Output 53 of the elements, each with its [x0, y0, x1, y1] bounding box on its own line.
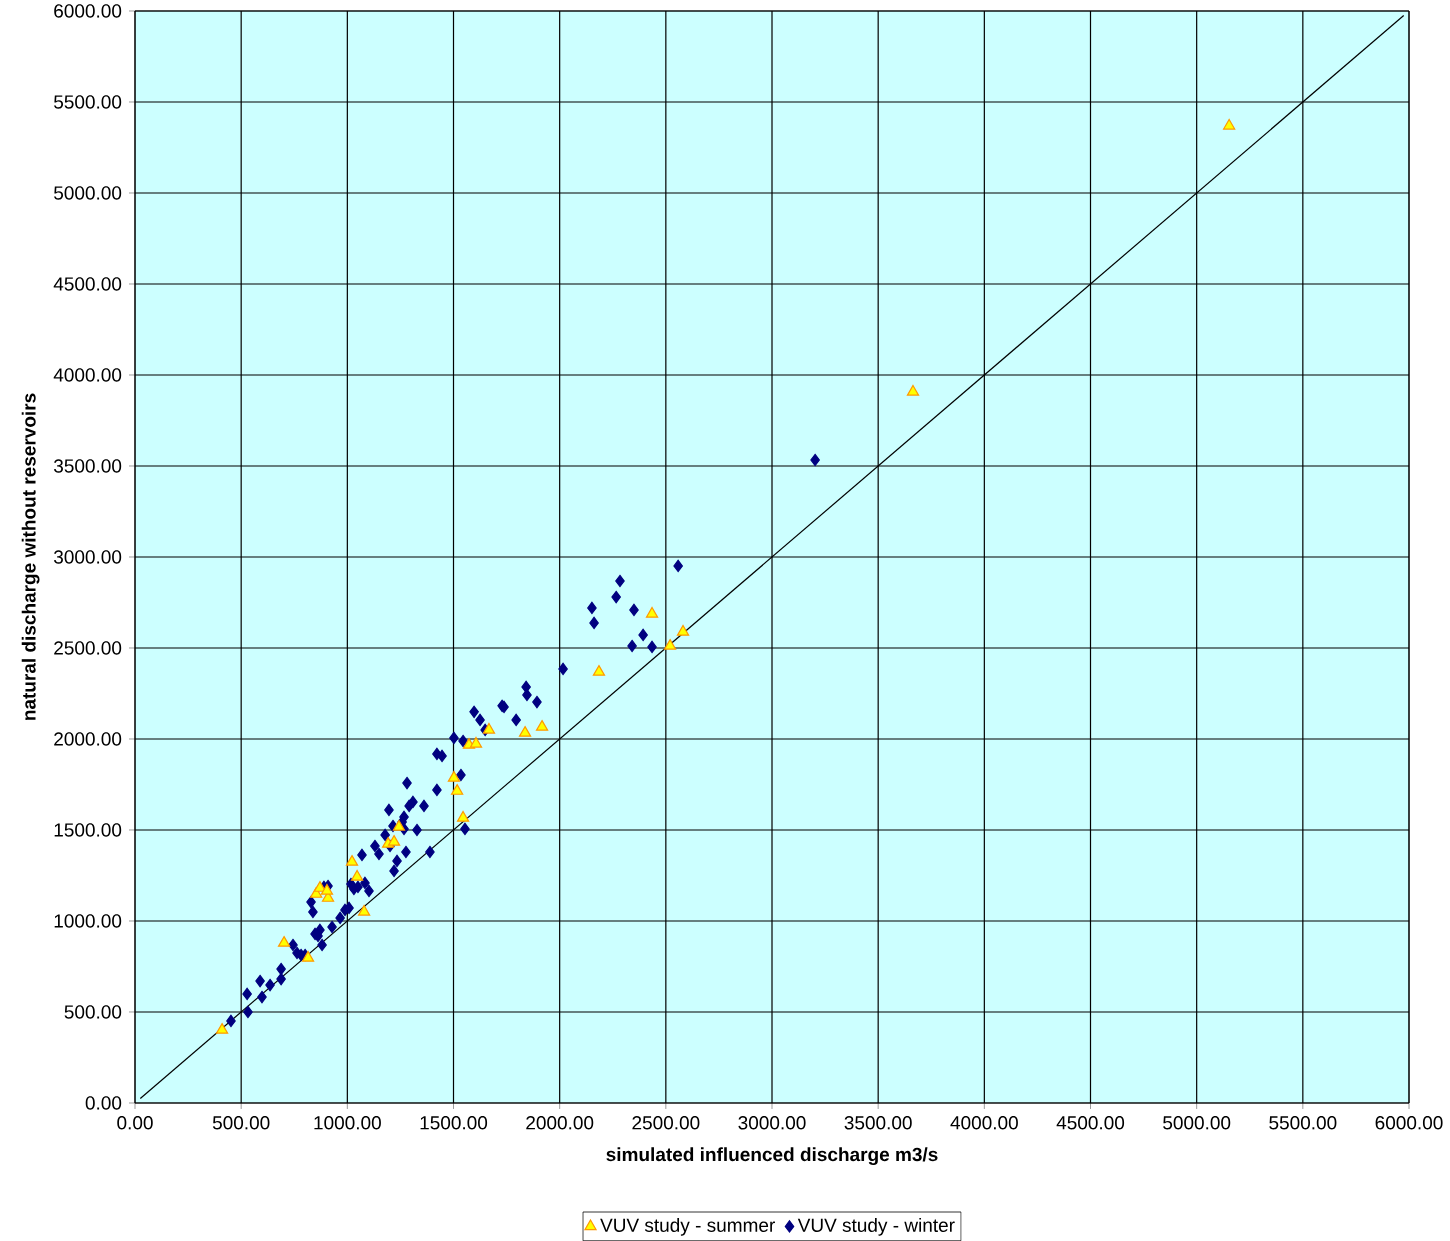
y-tick-label: 1000.00 — [54, 914, 122, 928]
x-tick-label: 3000.00 — [738, 1116, 806, 1130]
point — [313, 881, 327, 892]
point — [345, 855, 359, 866]
x-tick-label: 4000.00 — [950, 1116, 1018, 1130]
point — [676, 624, 690, 636]
x-tick-label: 1000.00 — [314, 1116, 381, 1130]
point — [456, 810, 470, 822]
y-tick-label: 5500.00 — [54, 95, 122, 109]
legend-label: VUV study - summer — [600, 1218, 775, 1236]
y-tick-label: 2000.00 — [54, 732, 122, 746]
x-tick-label: 3500.00 — [844, 1116, 912, 1130]
x-tick-label: 5500.00 — [1269, 1116, 1337, 1130]
point — [450, 784, 464, 795]
x-tick-label: 0.00 — [117, 1116, 153, 1130]
point — [482, 722, 496, 734]
y-tick-label: 3500.00 — [53, 459, 122, 473]
x-tick-label: 2000.00 — [526, 1116, 594, 1130]
point — [301, 950, 315, 962]
y-tick-label: 3000.00 — [53, 550, 122, 564]
point — [469, 736, 483, 748]
x-tick-label: 500.00 — [212, 1116, 270, 1130]
y-tick-label: 2500.00 — [54, 641, 122, 655]
x-tick-label: 4500.00 — [1056, 1116, 1125, 1130]
y-tick-label: 500.00 — [64, 1005, 122, 1019]
point — [518, 725, 532, 737]
point — [447, 770, 461, 782]
point — [645, 606, 659, 618]
point — [277, 936, 291, 947]
point — [535, 719, 549, 731]
point — [350, 869, 364, 881]
x-tick-label: 6000.00 — [1375, 1116, 1443, 1130]
y-tick-label: 1500.00 — [54, 823, 122, 837]
x-tick-label: 1500.00 — [420, 1116, 488, 1130]
y-tick-label: 4500.00 — [53, 277, 122, 291]
point — [663, 638, 677, 650]
point — [1223, 118, 1236, 130]
point — [320, 883, 334, 895]
legend-label: VUV study - winter — [797, 1218, 955, 1236]
x-tick-label: 2500.00 — [632, 1116, 700, 1130]
y-tick-label: 4000.00 — [53, 368, 122, 382]
y-axis-title: natural discharge without reservoirs — [21, 393, 40, 720]
point — [392, 819, 406, 831]
y-tick-label: 5000.00 — [54, 186, 122, 200]
point — [387, 835, 401, 846]
y-tick-label: 6000.00 — [54, 4, 122, 18]
point — [906, 384, 920, 396]
y-tick-label: 0.00 — [85, 1096, 122, 1110]
x-tick-label: 5000.00 — [1163, 1116, 1231, 1130]
x-axis-title: simulated influenced discharge m3/s — [606, 1147, 938, 1166]
point — [215, 1023, 229, 1034]
point — [357, 904, 371, 916]
point — [592, 665, 606, 676]
